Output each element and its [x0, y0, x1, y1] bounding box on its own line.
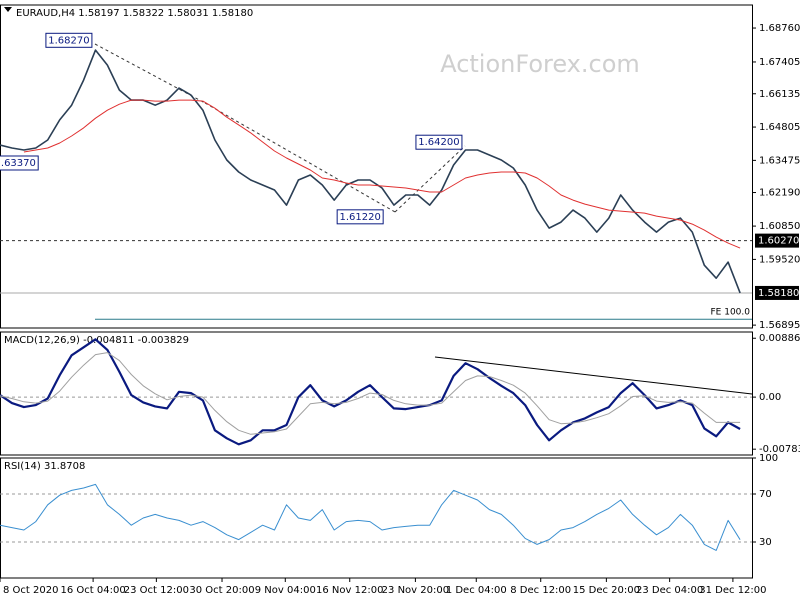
y-tick-label: 1.64805: [759, 122, 800, 133]
y-tick-label: 30: [759, 537, 772, 548]
macd-trend-line: [434, 356, 753, 395]
annotation-label: 1.64200: [418, 137, 459, 148]
level-tag-label: 1.58180: [758, 288, 799, 299]
y-tick-label: 1.62190: [759, 188, 800, 199]
y-tick-label: 100: [759, 453, 778, 464]
x-tick-label: 16 Oct 04:00: [61, 585, 126, 596]
x-tick-label: 30 Oct 20:00: [189, 585, 254, 596]
y-tick-label: 1.67405: [759, 57, 800, 68]
y-tick-label: 1.66135: [759, 89, 800, 100]
x-tick-label: 31 Dec 12:00: [699, 585, 766, 596]
menu-triangle: [4, 7, 12, 12]
x-tick-label: 16 Nov 12:00: [316, 585, 383, 596]
fib-label: FE 100.0: [711, 308, 751, 318]
y-tick-label: 0.00: [759, 392, 781, 403]
annotation-box: [415, 134, 463, 150]
annotation-box: [336, 209, 384, 225]
x-tick-label: 15 Dec 20:00: [573, 585, 640, 596]
y-tick-label: 70: [759, 489, 772, 500]
annotation-label: 1.63370: [0, 158, 36, 169]
x-tick-label: 23 Nov 20:00: [382, 585, 449, 596]
annotation-label: 1.68270: [48, 35, 89, 46]
y-tick-label: 1.60850: [759, 221, 800, 232]
x-tick-label: 23 Dec 04:00: [636, 585, 703, 596]
annotation-label: 1.61220: [339, 212, 380, 223]
watermark: ActionForex.com: [440, 50, 640, 78]
series-line: [23, 99, 741, 249]
annotation-box: [45, 32, 93, 48]
y-tick-label: 1.63475: [759, 155, 800, 166]
series-line: [0, 49, 741, 294]
trend-line: [204, 102, 396, 213]
y-tick-label: -0.007834: [759, 444, 800, 455]
y-tick-label: 1.59520: [759, 254, 800, 265]
level-tag: [755, 285, 799, 300]
x-tick-label: 9 Nov 04:00: [255, 585, 316, 596]
series-line: [0, 338, 741, 446]
y-tick-label: 1.56895: [759, 320, 800, 331]
level-tag-label: 1.60270: [758, 236, 799, 247]
y-tick-label: 0.00886: [759, 333, 800, 344]
x-tick-label: 8 Dec 12:00: [510, 585, 571, 596]
x-tick-label: 8 Oct 2020: [3, 585, 58, 596]
x-tick-label: 1 Dec 04:00: [446, 585, 507, 596]
panel-title: RSI(14) 31.8708: [4, 461, 85, 472]
x-tick-label: 23 Oct 12:00: [124, 585, 189, 596]
panel-frame: [0, 457, 753, 579]
panel-frame: [0, 331, 753, 456]
series-line: [0, 352, 741, 435]
y-tick-label: 1.68760: [759, 23, 800, 34]
trend-line: [394, 145, 466, 213]
panel-title: EURAUD,H4 1.58197 1.58322 1.58031 1.5818…: [16, 8, 253, 19]
level-tag: [755, 233, 799, 248]
series-line: [0, 483, 741, 551]
annotation-box: [0, 155, 39, 171]
